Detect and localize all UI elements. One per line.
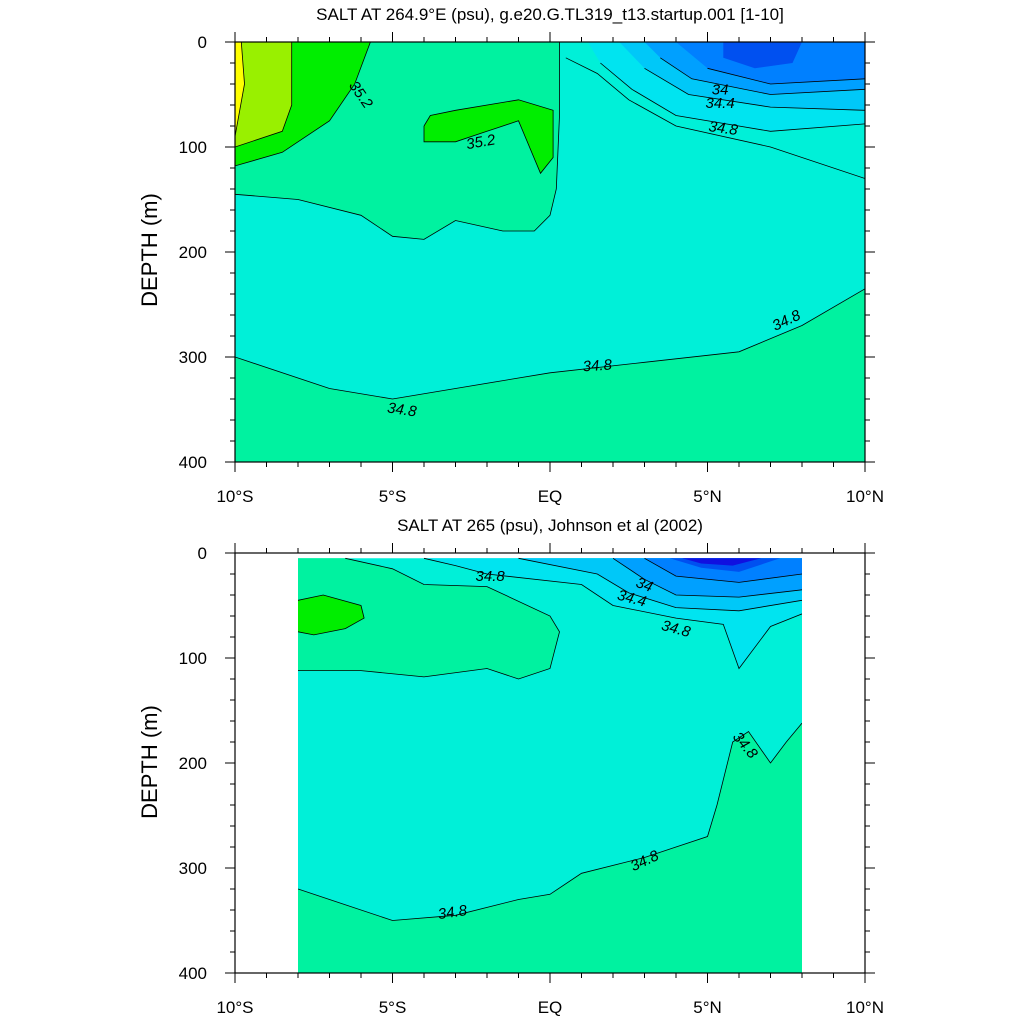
- contour-line: [644, 557, 802, 583]
- contour-band-35.6-35.8: [235, 42, 245, 137]
- y-tick-label: 300: [179, 348, 207, 367]
- contour-label: 35.2: [465, 131, 497, 153]
- chart-title: SALT AT 264.9°E (psu), g.e20.G.TL319_t13…: [316, 5, 784, 24]
- x-tick-label: 10°S: [216, 998, 253, 1017]
- contour-band-33.6-33.8: [682, 558, 761, 566]
- x-tick-label: 5°N: [693, 487, 722, 506]
- y-tick-label: 0: [198, 544, 207, 563]
- x-tick-label: EQ: [538, 487, 563, 506]
- contour-line: [235, 42, 293, 148]
- x-tick-label: 5°N: [693, 998, 722, 1017]
- contour-lines: [298, 557, 802, 921]
- y-tick-label: 400: [179, 453, 207, 472]
- chart-title: SALT AT 265 (psu), Johnson et al (2002): [397, 516, 703, 535]
- contour-line: [298, 557, 560, 680]
- contour-line: [707, 67, 865, 85]
- contour-label: 34.4: [615, 587, 648, 611]
- y-tick-label: 100: [179, 649, 207, 668]
- y-tick-label: 200: [179, 754, 207, 773]
- contour-line: [423, 99, 554, 175]
- contour-line: [660, 57, 865, 95]
- x-tick-label: 10°N: [846, 998, 884, 1017]
- y-tick-label: 300: [179, 859, 207, 878]
- contour-line: [235, 288, 865, 400]
- contour-label: 34.4: [705, 95, 734, 112]
- contour-line: [600, 62, 865, 132]
- contour-fills: [298, 558, 802, 973]
- contour-line: [235, 42, 371, 167]
- contour-band-35.4-35.6: [235, 42, 292, 147]
- contour-label: 34: [634, 574, 655, 596]
- contour-line: [644, 67, 865, 111]
- y-axis-label: DEPTH (m): [137, 705, 162, 819]
- x-tick-label: 5°S: [379, 998, 407, 1017]
- contour-band-35.2-35.4: [298, 595, 365, 635]
- contour-line: [235, 42, 245, 137]
- y-tick-label: 0: [198, 33, 207, 52]
- y-tick-label: 100: [179, 138, 207, 157]
- contour-band-34.0-34.2: [644, 558, 802, 583]
- contour-line: [298, 722, 802, 921]
- contour-label: 34.8: [708, 118, 740, 139]
- contour-band-35.0-35.2: [298, 558, 560, 679]
- contour-line: [518, 557, 802, 612]
- x-tick-label: 10°S: [216, 487, 253, 506]
- contour-label: 34.8: [386, 400, 418, 421]
- y-axis-label: DEPTH (m): [137, 193, 162, 307]
- contour-line: [235, 42, 560, 240]
- y-tick-label: 200: [179, 243, 207, 262]
- contour-fills: [235, 42, 865, 462]
- contour-band-35.0-35.2: [298, 723, 802, 973]
- x-tick-label: EQ: [538, 998, 563, 1017]
- contour-line: [423, 557, 802, 670]
- x-tick-label: 5°S: [379, 487, 407, 506]
- x-tick-label: 10°N: [846, 487, 884, 506]
- contour-band-35.2-35.4: [424, 99, 554, 174]
- contour-band-33.8-34.0: [723, 42, 802, 69]
- contour-label: 34: [712, 81, 729, 98]
- contour-band-35.0-35.2: [235, 288, 865, 462]
- contour-label: 34.8: [582, 356, 613, 375]
- contour-line: [612, 557, 802, 598]
- contour-label: 34.8: [476, 568, 506, 585]
- contour-line: [565, 57, 865, 179]
- y-tick-label: 400: [179, 964, 207, 983]
- contour-line: [298, 594, 365, 636]
- contour-label: 34.8: [437, 902, 469, 923]
- contour-lines: [235, 42, 865, 400]
